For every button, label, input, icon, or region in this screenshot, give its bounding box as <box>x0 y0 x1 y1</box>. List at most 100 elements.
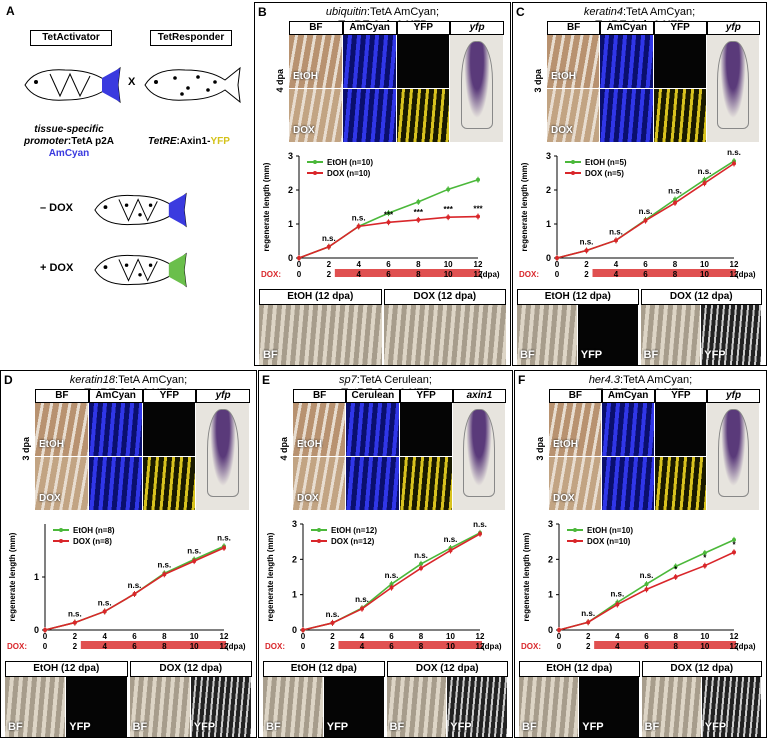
micrograph <box>600 89 653 142</box>
significance-label: n.s. <box>444 535 458 544</box>
data-point <box>446 187 451 192</box>
data-point <box>389 582 394 587</box>
significance-label: n.s. <box>68 610 82 619</box>
tet-activator-label: TetActivator <box>30 30 112 46</box>
bottom-label-1: DOX (12 dpa) <box>641 661 762 677</box>
fin-image <box>386 677 447 737</box>
in-situ-stain <box>717 409 749 498</box>
panel-letter: F <box>518 373 526 387</box>
data-point <box>419 566 423 571</box>
promoter-text: tissue-specific promoter:TetA p2A AmCyan <box>14 124 124 160</box>
micrograph <box>289 89 342 142</box>
micrograph <box>549 403 601 456</box>
title-line1-rest: :TetA AmCyan; <box>620 374 693 386</box>
data-point <box>222 545 226 550</box>
promoter-line2-rest: :TetA p2A <box>67 136 114 147</box>
micrograph <box>293 403 346 456</box>
micrograph <box>88 403 142 456</box>
x-tick-label-dox: 8 <box>673 270 678 279</box>
data-point <box>555 256 559 260</box>
legend-marker <box>317 539 321 543</box>
x-tick-label: 8 <box>419 632 424 641</box>
x-tick-label-dox: 8 <box>162 642 167 651</box>
title-line1: sp7:TetA Cerulean; <box>259 374 512 387</box>
y-tick-label: 2 <box>546 185 551 195</box>
header-yfp: yfp <box>707 389 760 403</box>
x-tick-label: 10 <box>444 260 453 269</box>
in-situ-stain <box>463 409 495 498</box>
significance-label: n.s. <box>610 589 624 598</box>
data-point <box>301 628 305 632</box>
x-tick-label-dox: 6 <box>389 642 394 651</box>
micrograph <box>399 403 452 456</box>
x-tick-label-dox: 8 <box>419 642 424 651</box>
y-tick-label: 1 <box>548 590 553 600</box>
y-axis-label: regenerate length (mm) <box>520 162 529 251</box>
header-yfp: yfp <box>706 21 760 35</box>
fin-image <box>641 677 701 737</box>
data-point <box>43 628 47 632</box>
dox-bar <box>594 641 736 649</box>
x-tick-label: 0 <box>43 632 48 641</box>
x-tick-label: 12 <box>476 632 485 641</box>
data-point <box>360 606 364 611</box>
micrograph <box>600 35 653 88</box>
fish-activator-icon <box>24 66 121 104</box>
dpa-label: 3 dpa <box>535 437 545 461</box>
header-amcyan: AmCyan <box>600 21 654 35</box>
significance-label: n.s. <box>727 148 741 157</box>
fin-image <box>383 305 506 365</box>
x-tick-label: 4 <box>614 260 619 269</box>
data-point <box>584 248 589 253</box>
title-line1-rest: :TetA Cerulean; <box>356 374 432 386</box>
x-tick-label-dox: 12 <box>476 642 485 651</box>
x-tick-label-dox: 0 <box>557 642 562 651</box>
data-point <box>297 256 301 260</box>
bottom-label-1: DOX (12 dpa) <box>640 289 762 305</box>
fish-minus-dox-icon <box>94 192 187 228</box>
legend-label: EtOH (n=10) <box>327 158 373 167</box>
x-tick-label: 10 <box>700 632 709 641</box>
data-point <box>386 220 391 225</box>
data-point <box>702 177 707 182</box>
significance-label: *** <box>414 208 424 217</box>
fin-image <box>701 677 761 737</box>
tag-bf: BF <box>389 721 405 733</box>
data-point <box>702 563 707 568</box>
minus-dox-label: – DOX <box>40 202 74 214</box>
dpa-label: 3 dpa <box>21 437 31 461</box>
in-situ-stain <box>461 41 493 130</box>
x-tick-label-dox: 4 <box>615 642 620 651</box>
x-tick-label: 0 <box>297 260 302 269</box>
legend-label: DOX (n=5) <box>585 169 624 178</box>
header-bf: BF <box>549 389 602 403</box>
bottom-label-1: DOX (12 dpa) <box>383 289 506 305</box>
promoter-line2-italic: promoter <box>23 136 68 147</box>
micrograph <box>342 35 396 88</box>
data-point <box>389 585 394 590</box>
x-tick-label-dox: 4 <box>614 270 619 279</box>
micrograph <box>293 457 346 510</box>
data-point <box>132 591 137 596</box>
x-tick-label: 8 <box>673 632 678 641</box>
x-tick-label-dox: 0 <box>555 270 560 279</box>
x-tick-label: 6 <box>389 632 394 641</box>
tag-yfp: YFP <box>450 721 472 733</box>
panel-a: A TetActivator TetResponder X tissue-spe… <box>0 0 250 330</box>
x-tick-label: 0 <box>557 632 562 641</box>
significance-label: *** <box>384 210 394 219</box>
panel-letter: C <box>516 5 525 19</box>
row-label-dox: DOX <box>297 493 319 504</box>
bottom-label-0: EtOH (12 dpa) <box>263 661 385 677</box>
x-tick-label: 12 <box>474 260 483 269</box>
x-tick-label: 6 <box>643 260 648 269</box>
micrograph <box>399 457 452 510</box>
x-tick-label-dox: 10 <box>190 642 199 651</box>
x-tick-label-dox: 12 <box>220 642 229 651</box>
significance-label: n.s. <box>473 520 487 529</box>
bottom-label-0: EtOH (12 dpa) <box>519 661 640 677</box>
x-tick-label-dox: 10 <box>446 642 455 651</box>
header-amcyan: AmCyan <box>601 389 655 403</box>
